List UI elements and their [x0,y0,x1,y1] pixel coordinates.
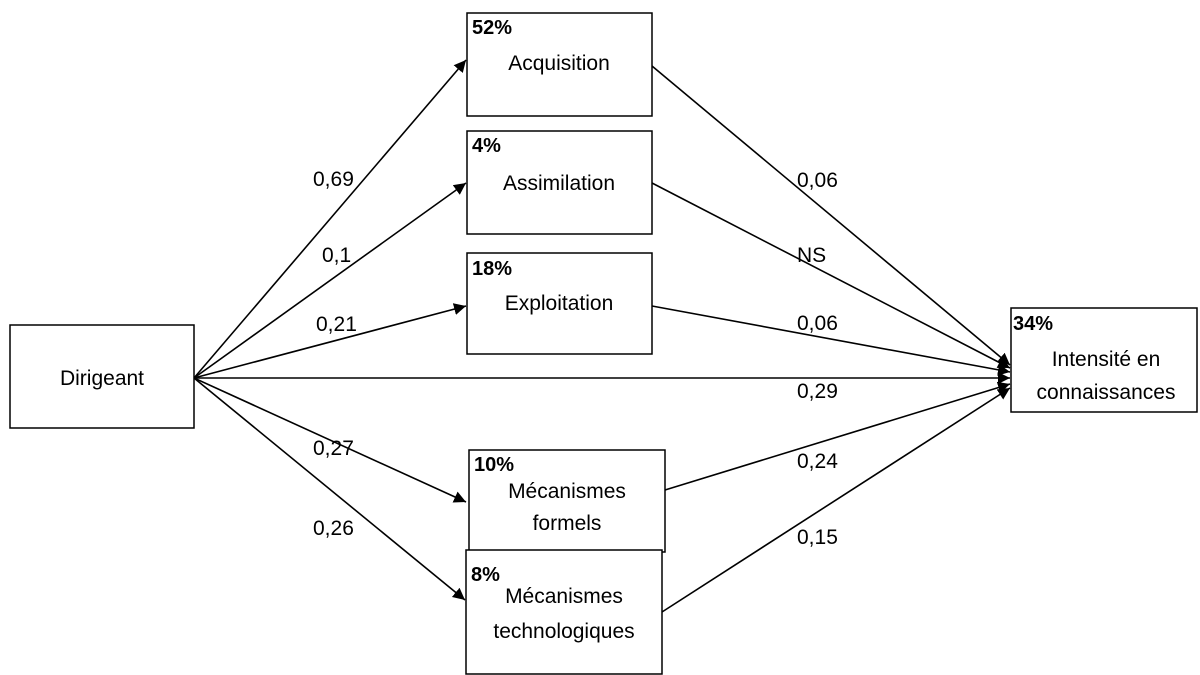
node-acquisition: 52% Acquisition [466,12,653,117]
edge-dirigeant-to-acquisition: 0,69 [193,59,467,379]
node-mecanismes-formels: 10% Mécanismes formels [468,449,666,553]
edge-dirigeant-to-mecanismes-formels: 0,27 [193,377,467,503]
node-intensite-connaissances: 34% Intensité en connaissances [1010,307,1198,413]
edge-coefficient-dirigeant-to-mecanismes-technologiques: 0,26 [313,517,354,540]
node-mecanismes-technologiques-label-line-1: Mécanismes [505,585,623,608]
node-acquisition-label-line-1: Acquisition [508,52,610,75]
edge-arrow-acquisition-to-intensite [651,65,1011,366]
edges-layer: 0,69 0,1 0,21 0,27 0,26 0,29 0,06 NS 0,06 0,24 0,1… [193,59,1011,613]
edge-dirigeant-to-exploitation: 0,21 [193,303,467,379]
edge-arrow-assimilation-to-intensite [651,182,1011,369]
node-assimilation-percent: 4% [472,135,501,157]
node-dirigeant: Dirigeant [9,324,195,429]
node-exploitation-percent: 18% [472,258,512,280]
node-acquisition-percent: 52% [472,17,512,39]
edge-coefficient-dirigeant-to-exploitation: 0,21 [316,313,357,336]
node-intensite-label-line-2: connaissances [1037,381,1176,404]
edge-arrow-dirigeant-to-assimilation [193,182,467,379]
node-exploitation-label-line-1: Exploitation [505,292,614,315]
edge-arrow-mecanismes-technologiques-to-intensite [661,387,1011,613]
edge-dirigeant-to-mecanismes-technologiques: 0,26 [193,377,466,601]
edge-assimilation-to-intensite: NS [651,182,1011,369]
edge-coefficient-mecanismes-technologiques-to-intensite: 0,15 [797,526,838,549]
edge-arrow-exploitation-to-intensite [651,305,1011,376]
edge-coefficient-assimilation-to-intensite: NS [797,244,826,267]
edge-arrow-dirigeant-to-mecanismes-formels [193,377,467,503]
edge-acquisition-to-intensite: 0,06 [651,65,1011,366]
edge-coefficient-dirigeant-to-mecanismes-formels: 0,27 [313,437,354,460]
node-intensite-percent: 34% [1013,313,1053,335]
edge-mecanismes-formels-to-intensite: 0,24 [664,381,1011,491]
node-mecanismes-formels-label-line-2: formels [533,512,602,535]
edge-mecanismes-technologiques-to-intensite: 0,15 [661,387,1011,613]
edge-dirigeant-to-assimilation: 0,1 [193,182,467,379]
edge-arrow-dirigeant-to-acquisition [193,59,467,379]
edge-arrow-dirigeant-to-mecanismes-technologiques [193,377,466,601]
edge-coefficient-dirigeant-to-assimilation: 0,1 [322,244,351,267]
edge-arrow-mecanismes-formels-to-intensite [664,381,1011,491]
node-mecanismes-technologiques: 8% Mécanismes technologiques [465,549,663,675]
node-mecanismes-technologiques-percent: 8% [471,564,500,586]
node-assimilation-label-line-1: Assimilation [503,172,615,195]
node-mecanismes-formels-label-line-1: Mécanismes [508,480,626,503]
node-exploitation: 18% Exploitation [466,252,653,355]
edge-exploitation-to-intensite: 0,06 [651,305,1011,376]
node-dirigeant-label-line-1: Dirigeant [60,367,144,390]
edge-dirigeant-to-intensite: 0,29 [194,372,1010,403]
edge-coefficient-mecanismes-formels-to-intensite: 0,24 [797,450,838,473]
edge-coefficient-exploitation-to-intensite: 0,06 [797,312,838,335]
edge-coefficient-acquisition-to-intensite: 0,06 [797,169,838,192]
edge-coefficient-dirigeant-to-acquisition: 0,69 [313,168,354,191]
edge-arrow-dirigeant-to-exploitation [193,303,467,379]
node-assimilation: 4% Assimilation [466,130,653,235]
edge-coefficient-dirigeant-to-intensite: 0,29 [797,380,838,403]
node-intensite-label-line-1: Intensité en [1052,348,1161,371]
node-mecanismes-technologiques-label-line-2: technologiques [493,620,634,643]
node-mecanismes-formels-percent: 10% [474,454,514,476]
